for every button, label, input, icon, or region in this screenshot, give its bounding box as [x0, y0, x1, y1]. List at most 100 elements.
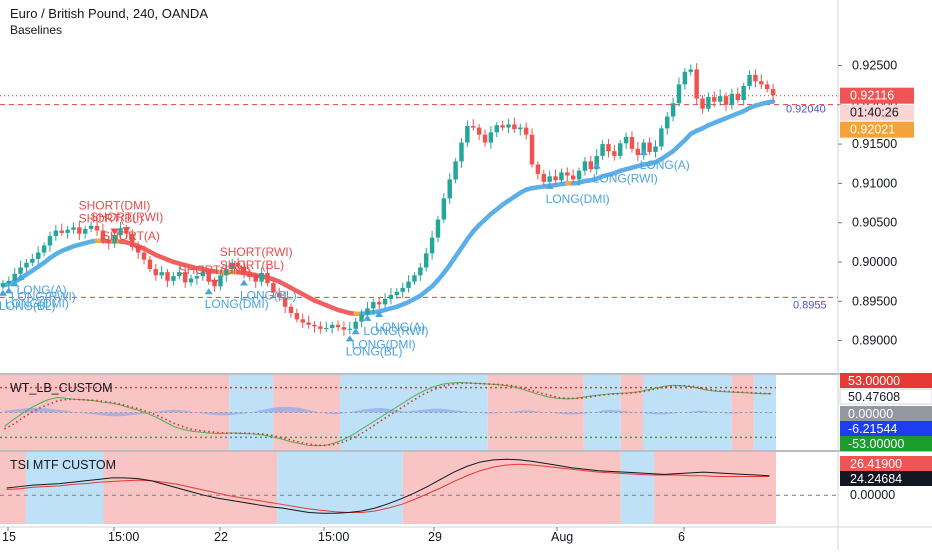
time-tick-label: 15:00 [318, 530, 349, 544]
candle-body [347, 328, 353, 330]
candle-body [218, 275, 223, 287]
short-signal-label: SHORT(BL) [79, 212, 143, 226]
wt-histogram [4, 406, 772, 417]
tsi-region [654, 452, 776, 524]
wt-pane-title: WT_LB_CUSTOM [10, 381, 113, 395]
candle-body [682, 71, 688, 85]
candle-body [53, 230, 59, 237]
candle-body [753, 74, 758, 82]
candle-body [312, 324, 317, 327]
price-tick-label: 0.92500 [852, 59, 897, 73]
candle-body [376, 302, 382, 305]
tsi-value-badge: 24.24684 [850, 472, 902, 486]
candle-body [529, 134, 535, 165]
candle-body [670, 103, 676, 117]
candle-body [659, 128, 664, 147]
candle-body [553, 176, 558, 181]
candle-body [453, 161, 458, 180]
candle-body [653, 146, 658, 152]
candle-body [359, 314, 364, 322]
countdown-badge-bg [840, 104, 914, 121]
time-tick-label: 29 [428, 530, 442, 544]
long-signal-label: LONG(BL) [346, 344, 403, 358]
candle-body [400, 287, 405, 292]
candle-body [35, 252, 41, 259]
long-signal-label: LONG(BL) [240, 289, 297, 303]
candle-body [541, 173, 547, 182]
long-signal-label: LONG(RWI) [593, 171, 658, 185]
upper-level-label: 0.92040 [786, 104, 826, 116]
candle-body [12, 273, 17, 281]
candle-body [329, 324, 335, 328]
candle-body [30, 258, 35, 263]
candle-body [0, 283, 6, 287]
baseline-segment [764, 99, 776, 105]
short-arrow-icon [251, 275, 260, 282]
wt-value-badge: 53.00000 [848, 374, 900, 388]
candle-body [318, 326, 323, 329]
candle-body [353, 321, 358, 329]
candle-body [423, 253, 429, 268]
long-arrow-icon [592, 162, 601, 169]
candle-body [382, 298, 388, 305]
tsi-regions [0, 452, 776, 524]
long-signal-label: LONG(DMI) [546, 192, 610, 206]
candle-body [159, 272, 164, 276]
candle-body [518, 127, 523, 130]
candle-body [482, 134, 488, 143]
long-signal-label: LONG(RWI) [363, 324, 428, 338]
tsi-zero-label: 0.00000 [850, 488, 895, 502]
long-signal-label: LONG(DMI) [205, 297, 269, 311]
indicator-name[interactable]: Baselines [10, 23, 63, 37]
candle-body [488, 132, 494, 143]
candle-body [512, 124, 517, 130]
price-tick-label: 0.90000 [852, 255, 897, 269]
candle-body [459, 142, 464, 162]
long-arrow-icon [375, 310, 384, 317]
candle-body [41, 245, 47, 253]
time-tick-label: Aug [551, 530, 573, 544]
short-arrow-icon [110, 228, 119, 235]
candle-body [441, 198, 447, 220]
time-tick-label: 22 [214, 530, 228, 544]
candle-body [177, 272, 182, 277]
wt-pane: WT_LB_CUSTOM 53.00000 50.47608 0.00000-6.21… [0, 373, 932, 451]
candle-body [712, 96, 717, 102]
candle-body [759, 81, 764, 85]
short-signal-label: SHORT(BL) [220, 258, 284, 272]
candle-body [723, 96, 729, 105]
candle-body [118, 228, 123, 236]
short-signal-label: SHORT(A) [102, 229, 160, 243]
candle-body [288, 306, 294, 314]
wt-value-badge-bg [840, 421, 932, 436]
candle-body [365, 308, 370, 315]
long-signal-label: LONG(DMI) [5, 296, 69, 310]
candle-body [647, 142, 652, 152]
candle-body [206, 271, 211, 282]
candle-body [600, 144, 605, 156]
baseline-value-badge: 0.92021 [850, 123, 895, 137]
price-tick-label: 0.90500 [852, 216, 897, 230]
price-tick-label: 0.91500 [852, 137, 897, 151]
chart-title[interactable]: Euro / British Pound, 240, OANDA [10, 6, 208, 21]
candle-body [88, 225, 94, 229]
candle-body [641, 142, 646, 156]
tsi-region [402, 452, 621, 524]
candle-body [729, 93, 735, 105]
long-arrow-icon [351, 328, 360, 335]
candle-body [59, 230, 64, 233]
short-signal-label: SHORT(RWI) [220, 245, 293, 259]
candle-body [494, 125, 499, 133]
candle-body [570, 175, 576, 180]
short-arrow-icon [210, 279, 219, 286]
candle-body [418, 267, 423, 276]
baseline-value-badge-bg [840, 121, 914, 138]
long-signal-label: LONG(RWI) [11, 289, 76, 303]
candle-body [171, 276, 176, 281]
candle-body [224, 269, 229, 276]
candle-body [335, 324, 341, 328]
candle-body [676, 84, 682, 104]
long-arrow-icon [4, 287, 13, 294]
